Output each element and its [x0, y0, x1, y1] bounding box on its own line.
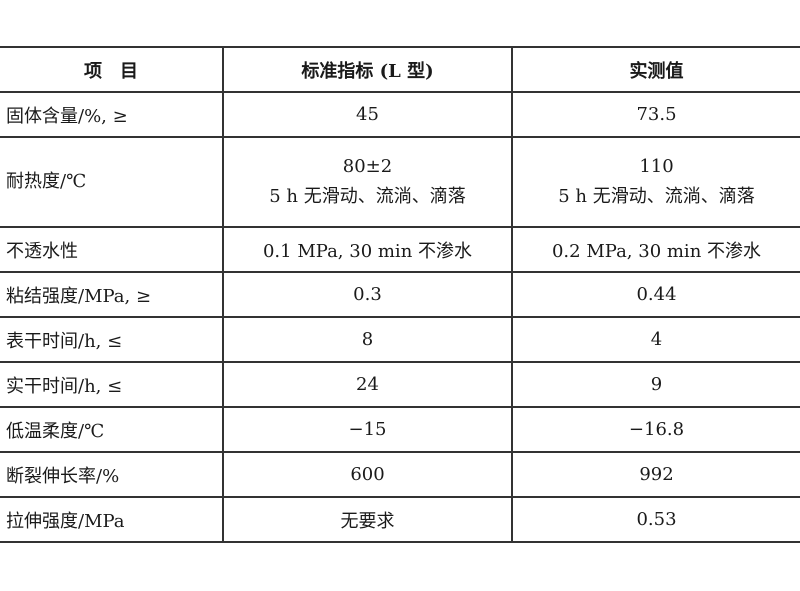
cell-measured: 0.44: [511, 271, 800, 318]
table-row: 拉伸强度/MPa 无要求 0.53: [0, 496, 800, 543]
cell-measured: −16.8: [511, 406, 800, 453]
cell-item: 实干时间/h, ≤: [0, 361, 224, 408]
cell-text: 无要求: [340, 510, 395, 532]
cell-text: 600: [350, 464, 385, 485]
cell-text: 24: [356, 374, 379, 395]
cell-standard: 45: [222, 91, 513, 138]
cell-item: 耐热度/℃: [0, 136, 224, 228]
cell-text: 0.2 MPa, 30 min 不渗水: [551, 240, 762, 262]
cell-measured: 73.5: [511, 91, 800, 138]
cell-text: 80±2: [342, 156, 393, 177]
header-item: 项 目: [0, 46, 224, 93]
cell-text: 992: [639, 464, 674, 485]
cell-text: 0.1 MPa, 30 min 不渗水: [262, 240, 473, 262]
cell-text: −15: [348, 419, 387, 440]
cell-measured: 9: [511, 361, 800, 408]
table-row: 表干时间/h, ≤ 8 4: [0, 316, 800, 363]
table-row: 固体含量/%, ≥ 45 73.5: [0, 91, 800, 138]
cell-item: 表干时间/h, ≤: [0, 316, 224, 363]
table-row: 低温柔度/℃ −15 −16.8: [0, 406, 800, 453]
cell-item: 不透水性: [0, 226, 224, 273]
table-row: 粘结强度/MPa, ≥ 0.3 0.44: [0, 271, 800, 318]
cell-item: 粘结强度/MPa, ≥: [0, 271, 224, 318]
cell-text: 5 h 无滑动、流淌、滴落: [558, 186, 755, 207]
properties-table: 项 目 标准指标 (L 型) 实测值 固体含量/%, ≥45 73.5 耐热度/℃ 8…: [0, 46, 800, 543]
cell-text: 110: [639, 156, 674, 177]
table-row: 不透水性 0.1 MPa, 30 min 不渗水 0.2 MPa, 30 min 不…: [0, 226, 800, 273]
cell-item: 拉伸强度/MPa: [0, 496, 224, 543]
cell-standard: −15: [222, 406, 513, 453]
table-body: 固体含量/%, ≥45 73.5 耐热度/℃ 80±2 5 h 无滑动、流淌、滴落 110…: [0, 91, 800, 543]
cell-standard: 80±2 5 h 无滑动、流淌、滴落: [222, 136, 513, 228]
cell-measured: 0.2 MPa, 30 min 不渗水: [511, 226, 800, 273]
cell-standard: 无要求: [222, 496, 513, 543]
cell-text: 9: [650, 374, 663, 395]
cell-item: 固体含量/%, ≥: [0, 91, 224, 138]
cell-standard: 600: [222, 451, 513, 498]
cell-standard: 0.3: [222, 271, 513, 318]
cell-item: 低温柔度/℃: [0, 406, 224, 453]
cell-text: 0.53: [636, 509, 677, 530]
table-row: 断裂伸长率/% 600 992: [0, 451, 800, 498]
cell-measured: 110 5 h 无滑动、流淌、滴落: [511, 136, 800, 228]
cell-text: 8: [361, 329, 374, 350]
header-measured: 实测值: [511, 46, 800, 93]
cell-measured: 0.53: [511, 496, 800, 543]
cell-text: 0.44: [636, 284, 677, 305]
cell-standard: 8: [222, 316, 513, 363]
cell-measured: 4: [511, 316, 800, 363]
cell-text: 4: [650, 329, 663, 350]
cell-item: 断裂伸长率/%: [0, 451, 224, 498]
cell-measured: 992: [511, 451, 800, 498]
header-standard: 标准指标 (L 型): [222, 46, 513, 93]
table-row: 实干时间/h, ≤ 24 9: [0, 361, 800, 408]
cell-standard: 24: [222, 361, 513, 408]
table-row: 耐热度/℃ 80±2 5 h 无滑动、流淌、滴落 110 5 h 无滑动、流淌、滴落: [0, 136, 800, 228]
cell-text: 5 h 无滑动、流淌、滴落: [269, 186, 466, 207]
table-header-row: 项 目 标准指标 (L 型) 实测值: [0, 46, 800, 93]
cell-text: −16.8: [628, 419, 685, 440]
cell-text: 73.5: [636, 104, 677, 125]
cell-text: 0.3: [353, 284, 382, 305]
cell-text: 45: [356, 104, 379, 125]
cell-standard: 0.1 MPa, 30 min 不渗水: [222, 226, 513, 273]
